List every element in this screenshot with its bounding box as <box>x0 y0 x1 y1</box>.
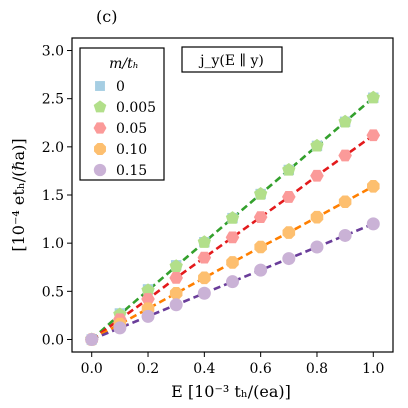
legend-title: m/tₕ <box>109 56 139 72</box>
legend-marker <box>94 143 106 155</box>
data-point <box>197 251 212 264</box>
data-point <box>282 191 296 203</box>
annotation-frame <box>181 46 283 73</box>
legend-box <box>79 47 165 181</box>
y-tick-label: 2.0 <box>42 140 64 156</box>
y-ticks: 0.0 0.5 1.0 1.5 2.0 2.5 3.0 <box>42 44 72 348</box>
legend-marker <box>93 163 107 177</box>
data-point <box>169 259 183 272</box>
data-point <box>338 149 352 162</box>
legend-marker <box>93 100 107 113</box>
x-tick-label: 0.6 <box>250 361 272 377</box>
legend-label: 0.15 <box>116 163 147 179</box>
data-point <box>254 263 268 277</box>
legend-label: 0.005 <box>116 100 156 116</box>
data-point <box>282 162 296 176</box>
series-line <box>90 96 375 341</box>
data-point <box>366 90 380 104</box>
x-ticks: 0.0 0.2 0.4 0.6 0.8 1.0 <box>81 352 384 377</box>
series-line <box>91 222 374 341</box>
data-point <box>198 271 211 285</box>
data-markers <box>84 90 381 346</box>
legend: m/tₕ 0 0.005 0.05 0.10 0.15 <box>79 47 165 181</box>
annotation-text: j_y(E ∥ y) <box>198 53 264 69</box>
y-tick-label: 1.0 <box>42 236 64 252</box>
legend-marker <box>93 122 107 134</box>
data-point <box>310 210 324 224</box>
data-point <box>366 217 380 231</box>
data-point <box>338 228 352 242</box>
legend-label: 0 <box>116 79 125 95</box>
panel-label: (c) <box>96 7 117 26</box>
legend-items: 0 0.005 0.05 0.10 0.15 <box>93 79 156 179</box>
data-point <box>197 235 211 248</box>
data-point <box>169 286 183 300</box>
data-point <box>282 252 296 266</box>
data-point <box>85 332 99 346</box>
data-point <box>253 211 268 224</box>
data-point <box>310 138 324 152</box>
data-point <box>254 187 268 200</box>
y-tick-label: 0.5 <box>42 284 64 300</box>
x-axis-label: E [10⁻³ tₕ/(ea)] <box>171 382 291 401</box>
annotation-box: j_y(E ∥ y) <box>181 46 283 73</box>
data-point <box>282 226 296 239</box>
data-point <box>113 321 127 335</box>
data-point <box>197 286 211 300</box>
data-point <box>226 275 239 289</box>
data-point <box>141 293 155 305</box>
plot-area <box>71 37 394 353</box>
data-point <box>225 211 240 224</box>
series-line <box>90 134 375 341</box>
data-point <box>366 129 381 142</box>
y-tick-label: 1.5 <box>42 188 64 204</box>
data-point <box>310 169 324 182</box>
x-tick-label: 0.4 <box>193 361 215 377</box>
data-point <box>225 231 240 244</box>
data-point <box>226 256 239 269</box>
data-point <box>141 309 155 323</box>
y-tick-label: 0.0 <box>42 332 64 348</box>
legend-label: 0.05 <box>116 121 147 137</box>
data-point <box>338 195 352 209</box>
data-point <box>254 240 267 254</box>
x-tick-label: 0.0 <box>81 361 103 377</box>
x-tick-label: 0.2 <box>137 361 159 377</box>
legend-label: 0.10 <box>116 142 147 158</box>
data-point <box>310 240 324 254</box>
legend-marker <box>95 81 105 91</box>
x-tick-label: 0.8 <box>306 361 328 377</box>
y-axis-label: [10⁻⁴ etₕ/(ℏa)] <box>9 138 28 251</box>
data-point <box>169 271 183 284</box>
data-point <box>141 283 155 297</box>
data-point <box>169 298 183 312</box>
data-point <box>367 180 380 193</box>
data-point <box>338 114 352 128</box>
y-tick-label: 2.5 <box>42 92 64 108</box>
x-tick-label: 1.0 <box>362 361 384 377</box>
y-tick-label: 3.0 <box>42 44 64 60</box>
